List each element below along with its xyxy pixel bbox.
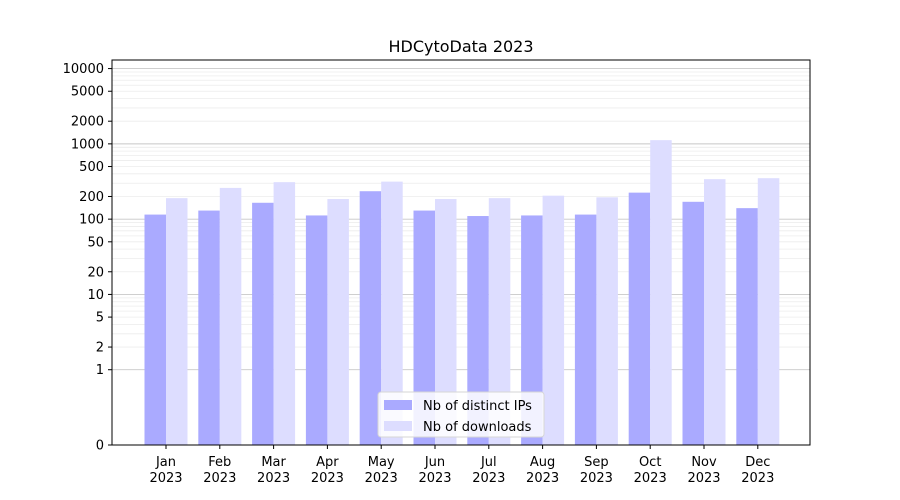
bar-distinct-ips [305,215,328,445]
x-tick-label-month: Nov [691,455,717,470]
y-tick-label: 1 [96,363,104,378]
y-tick-label: 10 [87,288,104,303]
x-tick-label-month: Jun [424,455,445,470]
bars [144,140,780,446]
x-tick-label-month: Mar [261,455,286,470]
legend-label: Nb of distinct IPs [423,399,532,414]
legend-swatch [384,421,412,431]
x-tick-label-month: Feb [208,455,231,470]
bar-downloads [596,197,618,445]
y-tick-label: 2000 [71,115,104,130]
bar-distinct-ips [413,210,435,445]
y-tick-label: 0 [96,439,104,454]
bar-downloads [381,181,403,445]
x-tick-label-year: 2023 [687,471,720,486]
y-tick-label: 50 [87,235,104,250]
legend-label: Nb of downloads [423,420,532,435]
y-tick-label: 10000 [63,62,104,77]
legend-box [377,391,545,438]
bar-downloads [488,198,511,445]
bar-distinct-ips [736,208,758,445]
bar-downloads [650,140,672,446]
x-tick-label-month: May [368,455,395,470]
chart-title: HDCytoData 2023 [388,37,533,56]
y-tick-label: 20 [87,265,104,280]
bar-distinct-ips [198,210,220,445]
bar-downloads [273,182,296,445]
y-tick-label: 5000 [71,85,104,100]
x-tick-label-year: 2023 [365,471,398,486]
x-tick-label-year: 2023 [472,471,505,486]
legend-swatch [384,400,412,410]
y-tick-label: 200 [79,190,104,205]
bar-distinct-ips [467,216,489,445]
axes: 012510205010020050010002000500010000Jan2… [63,59,811,486]
x-tick-label-year: 2023 [526,471,559,486]
x-tick-label-year: 2023 [741,471,774,486]
bar-distinct-ips [521,215,543,445]
x-tick-label-year: 2023 [257,471,290,486]
x-tick-label-month: Oct [639,455,661,470]
x-tick-label-year: 2023 [203,471,236,486]
bar-distinct-ips [359,191,382,445]
x-tick-label-year: 2023 [149,471,182,486]
bar-downloads [219,187,242,445]
y-tick-label: 100 [79,213,104,228]
y-tick-label: 2 [96,341,104,356]
y-tick-label: 5 [96,311,104,326]
bar-downloads [704,179,726,446]
bar-distinct-ips [144,214,166,445]
x-tick-label-month: Apr [316,455,339,470]
bar-distinct-ips [574,214,597,445]
x-tick-label-month: Sep [584,455,609,470]
x-tick-label-month: Aug [530,455,555,470]
bar-downloads [757,178,780,445]
x-tick-label-year: 2023 [580,471,613,486]
x-tick-label-year: 2023 [311,471,344,486]
plot-frame [111,59,811,446]
legend: Nb of distinct IPs Nb of downloads [377,391,545,438]
bar-downloads [327,199,349,445]
bar-downloads [435,199,457,445]
bar-distinct-ips [252,202,274,445]
x-tick-label-year: 2023 [418,471,451,486]
x-tick-label-month: Jan [155,455,176,470]
x-tick-label-month: Dec [745,455,770,470]
bar-distinct-ips [682,201,704,445]
bar-downloads [542,195,565,445]
bar-distinct-ips [628,192,651,445]
bar-downloads [166,198,188,445]
y-tick-label: 500 [79,160,104,175]
x-tick-label-year: 2023 [634,471,667,486]
x-tick-label-month: Jul [480,455,497,470]
y-tick-label: 1000 [71,137,104,152]
